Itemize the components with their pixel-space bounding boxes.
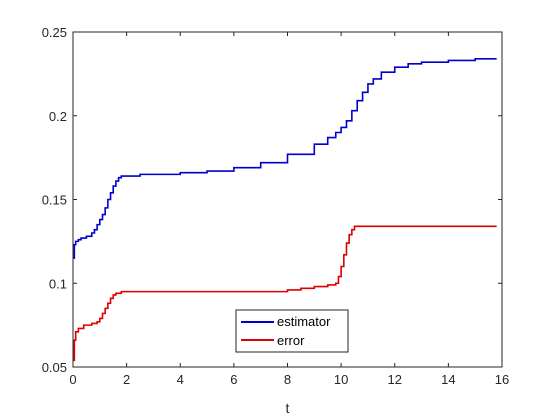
y-tick-label: 0.25: [42, 25, 67, 40]
y-tick-label: 0.05: [42, 360, 67, 375]
series-line-error: [73, 225, 497, 362]
legend: estimator error: [235, 309, 349, 353]
series-layer: [73, 58, 497, 362]
x-axis-label: t: [286, 400, 290, 416]
x-tick-label: 12: [388, 372, 402, 387]
y-tick-label: 0.15: [42, 193, 67, 208]
y-tick-label: 0.1: [49, 276, 67, 291]
y-tick-label: 0.2: [49, 109, 67, 124]
x-tick-label: 14: [441, 372, 455, 387]
x-tick-label: 2: [123, 372, 130, 387]
x-tick-label: 8: [284, 372, 291, 387]
tick-layer: 0 2 4 6 8 10 12 14 16 0.05 0.1 0.15 0.2 0.25: [42, 25, 510, 387]
legend-label-estimator: estimator: [277, 314, 331, 329]
x-tick-label: 4: [177, 372, 184, 387]
x-tick-label: 16: [495, 372, 509, 387]
x-tick-label: 10: [334, 372, 348, 387]
x-tick-label: 6: [230, 372, 237, 387]
x-tick-label: 0: [69, 372, 76, 387]
legend-label-error: error: [277, 333, 305, 348]
legend-box: [235, 309, 349, 353]
series-line-estimator: [73, 58, 497, 259]
